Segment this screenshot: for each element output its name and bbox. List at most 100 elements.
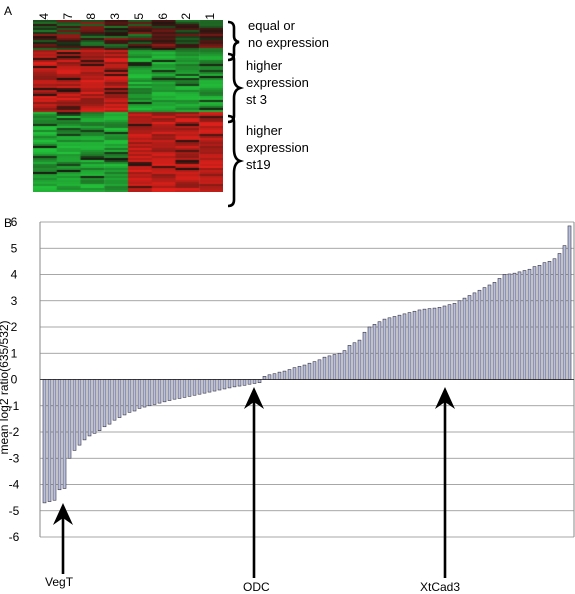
bar-102 — [552, 258, 557, 380]
bar-17 — [127, 379, 132, 413]
y-tick-label: 5 — [11, 241, 18, 255]
bar-90 — [492, 282, 497, 380]
bar-101 — [547, 261, 552, 380]
log-ratio-bar-chart: 6 5 4 3 2 1 0 -1 -2 -3 -4 -5 -6 mean log2 ratio(635/5… — [0, 215, 575, 578]
y-tick-label: -3 — [9, 451, 20, 465]
bar-36 — [222, 379, 227, 390]
bar-104 — [562, 245, 567, 380]
bar-38 — [232, 379, 237, 388]
y-tick-label: 1 — [11, 346, 18, 360]
bar-46 — [272, 373, 277, 380]
bar-66 — [372, 324, 377, 380]
bar-49 — [287, 369, 292, 380]
group-brackets — [227, 20, 245, 208]
bar-44 — [262, 376, 267, 380]
bar-53 — [307, 362, 312, 380]
bar-79 — [437, 307, 442, 380]
bar-98 — [532, 266, 537, 380]
bar-73 — [407, 312, 412, 380]
bar-89 — [487, 284, 492, 380]
bar-70 — [392, 316, 397, 380]
bar-54 — [312, 361, 317, 380]
y-tick-label: -5 — [9, 504, 20, 518]
bar-30 — [192, 379, 197, 396]
bar-60 — [342, 350, 347, 380]
bar-77 — [427, 308, 432, 380]
bar-91 — [497, 278, 502, 380]
bar-88 — [482, 287, 487, 380]
y-axis-title: mean log2 ratio(635/532) — [0, 320, 11, 454]
bracket-st3 — [227, 52, 245, 124]
group-label-st19: higher expression st19 — [246, 123, 309, 172]
bar-56 — [322, 356, 327, 380]
gene-label-xtcad3: XtCad3 — [420, 580, 461, 594]
panel-b-letter: B — [4, 216, 13, 230]
bar-85 — [467, 295, 472, 380]
bar-86 — [472, 292, 477, 380]
bar-92 — [502, 274, 507, 380]
y-tick-label: -2 — [9, 425, 20, 439]
bar-99 — [537, 265, 542, 380]
bar-31 — [197, 379, 202, 395]
bar-63 — [357, 339, 362, 380]
bar-83 — [457, 300, 462, 380]
bar-43 — [257, 379, 262, 383]
bar-16 — [122, 379, 127, 416]
bar-100 — [542, 262, 547, 380]
bar-62 — [352, 342, 357, 380]
bar-10 — [92, 379, 97, 434]
bar-58 — [332, 354, 337, 380]
bar-24 — [162, 379, 167, 403]
bar-45 — [267, 374, 272, 380]
bar-37 — [227, 379, 232, 389]
group-label-st3: higher expression st 3 — [246, 58, 309, 107]
bar-23 — [157, 379, 162, 404]
bar-76 — [422, 308, 427, 380]
bar-87 — [477, 289, 482, 380]
bar-12 — [102, 379, 107, 428]
bar-6 — [72, 379, 77, 451]
bar-94 — [512, 272, 517, 380]
group-label-equal: equal or no expression — [248, 18, 329, 50]
bar-65 — [367, 326, 372, 380]
bar-34 — [212, 379, 217, 392]
bar-7 — [77, 379, 82, 446]
bar-95 — [517, 271, 522, 380]
bar-61 — [347, 345, 352, 380]
bar-27 — [177, 379, 182, 399]
bar-64 — [362, 331, 367, 380]
bar-82 — [452, 303, 457, 380]
bar-81 — [447, 304, 452, 380]
arrow-odc — [244, 387, 264, 578]
bar-48 — [282, 370, 287, 380]
arrow-vegt — [53, 503, 73, 574]
bar-13 — [107, 379, 112, 425]
bar-18 — [132, 379, 137, 412]
bar-41 — [247, 379, 252, 385]
bar-74 — [412, 310, 417, 380]
bar-21 — [147, 379, 152, 407]
bar-103 — [557, 253, 562, 380]
bar-51 — [297, 366, 302, 380]
bar-93 — [507, 273, 512, 380]
bar-40 — [242, 379, 247, 386]
bar-42 — [252, 379, 257, 384]
bar-55 — [317, 359, 322, 380]
y-tick-label: 2 — [11, 320, 18, 334]
bar-32 — [202, 379, 207, 394]
bar-0 — [42, 379, 47, 504]
bar-11 — [97, 379, 102, 431]
bar-20 — [142, 379, 147, 408]
bar-80 — [442, 305, 447, 380]
bar-35 — [217, 379, 222, 391]
bar-9 — [87, 379, 92, 437]
bar-15 — [117, 379, 122, 418]
gene-label-odc: ODC — [243, 580, 270, 594]
bar-22 — [152, 379, 157, 405]
bar-78 — [432, 307, 437, 380]
bar-33 — [207, 379, 212, 393]
y-tick-label: 6 — [11, 215, 18, 229]
y-tick-label: 0 — [11, 373, 18, 387]
bar-28 — [182, 379, 187, 398]
bar-105 — [567, 225, 572, 380]
